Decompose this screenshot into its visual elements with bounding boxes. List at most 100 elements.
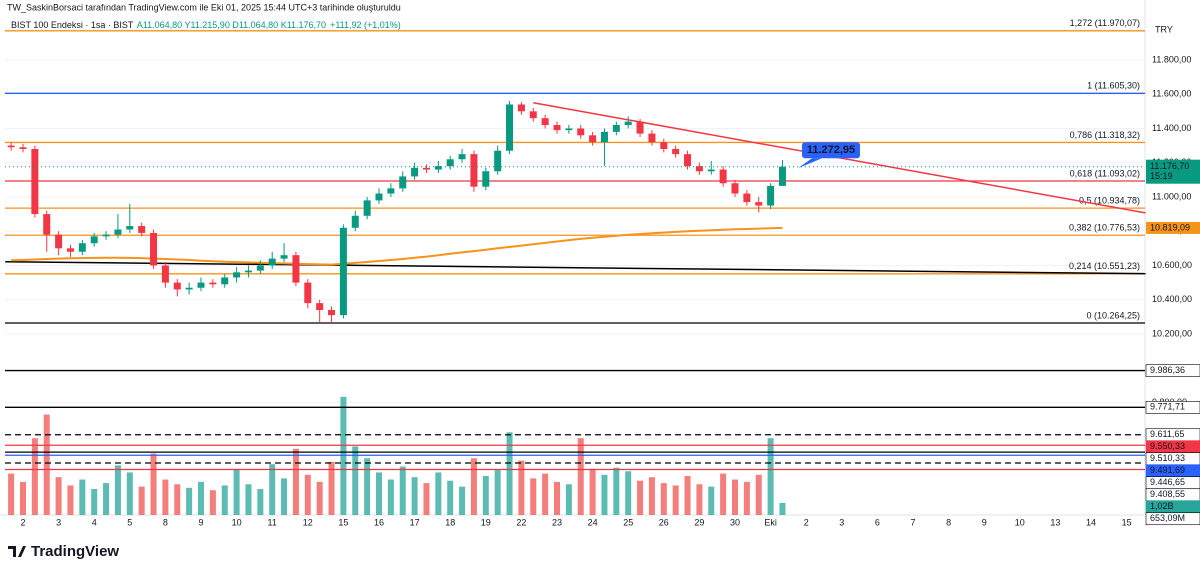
header-part: +111,92 (+1,01%) <box>330 20 401 30</box>
volume-bar <box>269 464 276 515</box>
candle-body <box>375 193 383 201</box>
x-tick-label: 25 <box>623 517 633 527</box>
volume-bar <box>530 478 537 515</box>
axis-level-label: 9.611,65 <box>1150 429 1184 439</box>
y-tick-label: 11.600,00 <box>1152 89 1191 99</box>
header-part: BIST 100 Endeksi · 1sa · BIST <box>11 20 134 30</box>
x-tick-label: 10 <box>1015 517 1025 527</box>
candle-body <box>434 166 442 170</box>
candle-body <box>233 272 241 278</box>
candle-body <box>743 193 751 203</box>
volume-bar <box>720 473 727 515</box>
volume-bar <box>684 476 691 515</box>
x-tick-label: 23 <box>552 517 562 527</box>
candle-body <box>256 265 264 271</box>
candle-body <box>470 154 478 187</box>
x-tick-label: 6 <box>875 517 880 527</box>
candle-body <box>589 135 597 143</box>
volume-bar <box>743 481 750 515</box>
candle-body <box>339 227 347 316</box>
credit: TW_SaskinBorsaci tarafından TradingView.… <box>7 2 401 12</box>
candle-body <box>636 121 644 134</box>
volume-bar <box>292 448 299 515</box>
candle-body <box>755 202 763 206</box>
x-tick-label: 8 <box>946 517 951 527</box>
volume-bar <box>221 485 228 515</box>
x-tick-label: 17 <box>410 517 420 527</box>
volume-bar <box>387 479 394 515</box>
candle-body <box>102 234 110 237</box>
candle-body <box>446 159 454 167</box>
candle-body <box>719 169 727 184</box>
volume-bar <box>708 486 715 515</box>
volume-bar <box>209 490 216 515</box>
volume-bar <box>174 484 181 515</box>
x-tick-label: 14 <box>1086 517 1096 527</box>
axis-level-label: 9.986,36 <box>1150 365 1185 375</box>
fib-label: 0,786 (11.318,32) <box>1070 130 1140 140</box>
candle-body <box>458 154 466 160</box>
axis-level-label: 9.771,71 <box>1150 402 1185 412</box>
volume-bar <box>672 485 679 515</box>
candle-body <box>624 121 632 126</box>
fib-label: 0,214 (10.551,23) <box>1069 261 1140 271</box>
candle-body <box>565 128 573 131</box>
volume-bar <box>411 477 418 515</box>
candle-body <box>612 125 620 132</box>
candle-body <box>399 176 407 189</box>
candle-body <box>767 185 775 206</box>
x-tick-label: 15 <box>338 517 348 527</box>
volume-bar <box>186 487 193 515</box>
candle-body <box>517 104 525 112</box>
volume-bar <box>399 466 406 515</box>
volume-bar <box>435 472 442 515</box>
x-tick-label: Eki <box>764 517 777 527</box>
x-tick-label: 7 <box>910 517 915 527</box>
y-tick-label: 10.200,00 <box>1152 328 1192 338</box>
candle-body <box>600 131 608 143</box>
fib-label: 0,382 (10.776,53) <box>1069 223 1140 233</box>
fib-label: 0,618 (11.093,02) <box>1070 168 1140 178</box>
moving-average <box>11 226 783 266</box>
volume-bar <box>494 470 501 515</box>
x-tick-label: 30 <box>730 517 740 527</box>
x-tick-label: 16 <box>374 517 384 527</box>
candle-body <box>244 270 252 273</box>
volume-bar <box>304 474 311 515</box>
volume-bar <box>91 489 98 515</box>
y-tick-label: 11.000,00 <box>1152 191 1191 201</box>
volume-bar <box>55 477 62 515</box>
candle-body <box>387 188 395 194</box>
candle-body <box>304 282 312 304</box>
candle-body <box>209 282 217 285</box>
volume-bar <box>732 479 738 515</box>
candle-body <box>78 243 86 252</box>
candle-body <box>292 255 300 283</box>
candle-body <box>422 167 430 170</box>
x-tick-label: 8 <box>163 517 168 527</box>
symbol-info: BIST 100 Endeksi · 1sa · BIST A11.064,80 … <box>11 20 401 30</box>
volume-bar <box>613 467 620 515</box>
candle-body <box>173 282 181 290</box>
axis-level-label-bg <box>1145 364 1200 377</box>
candle-body <box>90 236 98 244</box>
volume-bar <box>459 486 466 515</box>
candle-body <box>506 104 514 151</box>
x-tick-label: 29 <box>694 517 704 527</box>
candle-body <box>19 147 27 150</box>
volume-bar <box>577 438 584 515</box>
volume-bar <box>637 480 644 515</box>
volume-bar <box>103 483 110 515</box>
ma-badge-label: 10.819,09 <box>1150 222 1190 232</box>
volume-bar <box>20 481 26 515</box>
volume-bar <box>589 468 596 515</box>
candle-body <box>707 169 715 172</box>
volume-bar <box>43 414 50 515</box>
volume-bar <box>281 478 288 515</box>
candle-body <box>185 287 193 290</box>
x-tick-label: 5 <box>127 517 132 527</box>
logo-icon <box>8 546 26 557</box>
y-tick-label: 11.800,00 <box>1152 54 1191 64</box>
